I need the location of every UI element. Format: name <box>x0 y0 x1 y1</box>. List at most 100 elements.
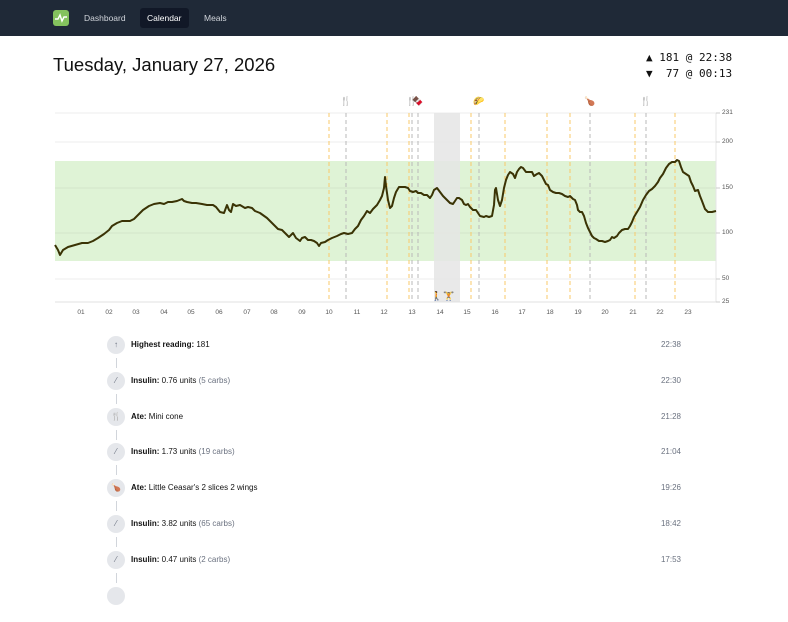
syringe-icon: ⁄ <box>107 550 125 569</box>
event-label: Insulin: <box>131 447 160 457</box>
event-row[interactable]: ⁄ Insulin: 1.73 units (19 carbs) 21:04 <box>107 443 697 479</box>
timeline-connector <box>115 536 117 547</box>
event-row[interactable]: 🍗 Ate: Little Ceasar's 2 slices 2 wings … <box>107 479 697 515</box>
fork-knife-icon[interactable]: 🍴 <box>640 96 652 106</box>
y-tick-150: 150 <box>722 184 733 191</box>
chart-canvas <box>54 112 720 303</box>
x-tick: 08 <box>270 309 278 316</box>
fork-knife-icon[interactable]: 🍴 <box>406 96 418 106</box>
event-label: Ate: <box>131 411 147 421</box>
event-row-partial[interactable] <box>107 586 697 622</box>
event-row[interactable]: 🍴 Ate: Mini cone 21:28 <box>107 407 697 444</box>
event-text: Ate: Little Ceasar's 2 slices 2 wings <box>131 483 257 492</box>
chicken-leg-icon: 🍗 <box>107 479 125 498</box>
event-row[interactable]: ⁄ Insulin: 0.76 units (5 carbs) 22:30 <box>107 371 697 408</box>
x-tick: 16 <box>491 309 499 316</box>
x-tick: 01 <box>77 309 85 316</box>
nav-meals[interactable]: Meals <box>204 13 227 23</box>
timeline-connector <box>115 429 117 440</box>
page-title: Tuesday, January 27, 2026 <box>53 54 276 75</box>
event-row[interactable]: ⁄ Insulin: 0.47 units (2 carbs) 17:53 <box>107 550 697 587</box>
timeline-connector <box>115 501 117 512</box>
event-value: Little Ceasar's 2 slices 2 wings <box>146 483 258 493</box>
y-tick-231: 231 <box>722 109 733 116</box>
x-tick: 22 <box>656 309 664 316</box>
x-tick: 23 <box>684 309 692 316</box>
event-label: Insulin: <box>131 518 160 528</box>
event-text: Insulin: 0.47 units (2 carbs) <box>131 555 230 564</box>
event-value: 0.47 units <box>159 554 199 564</box>
arrow-up-icon: ↑ <box>107 336 125 354</box>
nav-dashboard[interactable]: Dashboard <box>84 13 126 23</box>
event-detail: (19 carbs) <box>198 447 235 457</box>
timeline-connector <box>115 393 117 404</box>
x-tick: 17 <box>518 309 526 316</box>
walking-person-icon[interactable]: 🚶 <box>431 291 443 301</box>
x-tick: 10 <box>325 309 333 316</box>
x-tick: 04 <box>160 309 168 316</box>
event-time: 22:38 <box>660 340 681 349</box>
fork-knife-icon[interactable]: 🍴 <box>340 96 352 106</box>
fork-knife-icon: 🍴 <box>107 407 125 426</box>
event-time: 17:53 <box>660 554 681 564</box>
x-tick: 21 <box>629 309 637 316</box>
pulse-line-icon[interactable] <box>53 10 69 26</box>
low-reading: ▼ 77 @ 00:13 <box>646 66 733 80</box>
x-tick: 03 <box>132 309 140 316</box>
glucose-line <box>54 159 717 256</box>
event-time: 22:30 <box>660 375 681 385</box>
event-text: Insulin: 3.82 units (65 carbs) <box>131 519 235 528</box>
target-range-band <box>55 161 716 261</box>
chicken-leg-icon[interactable]: 🍗 <box>584 96 596 106</box>
event-text: Insulin: 1.73 units (19 carbs) <box>131 447 235 456</box>
y-tick-25: 25 <box>722 298 730 305</box>
x-tick: 02 <box>105 309 113 316</box>
event-time: 21:28 <box>660 411 681 421</box>
x-tick: 14 <box>436 309 444 316</box>
x-tick: 12 <box>380 309 388 316</box>
syringe-icon: ⁄ <box>107 443 125 462</box>
weightlifter-icon[interactable]: 🏋 <box>443 291 455 301</box>
event-label: Ate: <box>131 483 147 493</box>
y-tick-200: 200 <box>722 138 733 145</box>
event-value: 0.76 units <box>159 375 199 385</box>
x-tick: 18 <box>546 309 554 316</box>
event-value: 3.82 units <box>159 518 199 528</box>
event-timeline: ↑ Highest reading: 181 22:38 ⁄ Insulin: … <box>107 336 697 622</box>
event-value: 1.73 units <box>159 447 199 457</box>
event-text: Insulin: 0.76 units (5 carbs) <box>131 376 230 385</box>
event-value: Mini cone <box>146 411 184 421</box>
x-tick: 11 <box>353 309 361 316</box>
x-tick: 06 <box>215 309 223 316</box>
nav-calendar[interactable]: Calendar <box>140 8 189 28</box>
event-icon <box>107 586 125 605</box>
x-tick: 07 <box>243 309 251 316</box>
x-tick: 09 <box>298 309 306 316</box>
event-time: 18:42 <box>660 518 681 528</box>
event-label: Insulin: <box>131 375 160 385</box>
event-value: 181 <box>194 340 210 349</box>
daily-extremes: ▲ 181 @ 22:38 ▼ 77 @ 00:13 <box>646 50 732 81</box>
timeline-connector <box>115 572 117 583</box>
chocolate-bar-icon[interactable]: 🍫 <box>412 96 424 106</box>
glucose-chart: 231 200 150 100 50 25 01 02 03 04 05 06 … <box>54 96 733 316</box>
y-tick-50: 50 <box>722 275 730 282</box>
event-label: Highest reading: <box>131 340 195 349</box>
top-nav: Dashboard Calendar Meals <box>0 0 788 36</box>
event-detail: (5 carbs) <box>198 375 231 385</box>
x-tick: 05 <box>187 309 195 316</box>
syringe-icon: ⁄ <box>107 371 125 390</box>
activity-band <box>434 113 460 302</box>
event-row[interactable]: ↑ Highest reading: 181 22:38 <box>107 336 697 372</box>
taco-icon[interactable]: 🌮 <box>473 96 485 106</box>
event-text: Ate: Mini cone <box>131 412 183 421</box>
event-row[interactable]: ⁄ Insulin: 3.82 units (65 carbs) 18:42 <box>107 514 697 551</box>
event-detail: (65 carbs) <box>198 518 235 528</box>
event-time: 19:26 <box>660 483 681 493</box>
event-time: 21:04 <box>660 447 681 457</box>
timeline-connector <box>115 465 117 476</box>
x-tick: 19 <box>574 309 582 316</box>
x-tick: 20 <box>601 309 609 316</box>
y-tick-100: 100 <box>722 229 733 236</box>
x-tick: 13 <box>408 309 416 316</box>
